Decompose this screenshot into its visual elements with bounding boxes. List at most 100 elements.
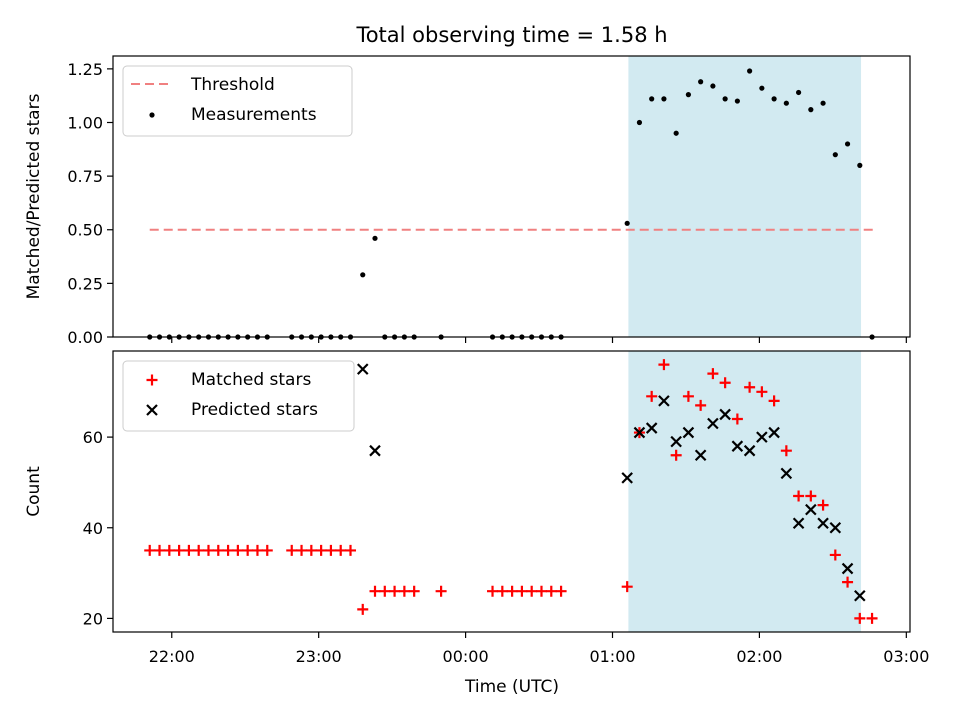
- data-point: [212, 544, 224, 556]
- series-predicted-stars: [356, 363, 866, 602]
- data-point: [144, 544, 156, 556]
- data-point: [756, 431, 768, 443]
- data-point: [744, 381, 756, 393]
- legend-label: Measurements: [191, 105, 317, 125]
- data-point: [369, 585, 381, 597]
- data-point: [731, 413, 743, 425]
- y-tick-label: 0.50: [67, 221, 103, 240]
- data-point: [372, 235, 378, 241]
- data-point: [633, 426, 646, 439]
- data-point: [817, 499, 829, 511]
- data-point: [645, 422, 658, 434]
- legend-marker: [149, 112, 155, 118]
- data-point: [805, 503, 817, 516]
- figure-title: Total observing time = 1.58 h: [355, 23, 667, 47]
- x-axis-label: Time (UTC): [464, 677, 559, 697]
- data-point: [783, 100, 789, 106]
- data-point: [535, 585, 547, 597]
- data-point: [719, 408, 731, 421]
- data-point: [242, 544, 254, 556]
- data-point: [555, 585, 567, 597]
- data-point: [793, 490, 805, 502]
- y-tick-label: 0.00: [67, 328, 103, 347]
- data-point: [636, 119, 643, 126]
- data-point: [756, 386, 768, 398]
- data-point: [682, 390, 694, 402]
- data-point: [707, 368, 719, 380]
- data-point: [734, 98, 740, 104]
- data-point: [202, 544, 214, 556]
- legend-marker: [146, 404, 158, 416]
- ratio-panel: 0.00 0.25 0.50 0.75 1.00 1.25 Matched/Predicte…: [24, 55, 911, 347]
- counts-panel: 20 40 60 22:00 23:00 00:00 01:00 02:00 03:00 Coun…: [24, 350, 929, 666]
- data-point: [719, 377, 731, 389]
- legend-label: Threshold: [190, 75, 275, 95]
- data-point: [193, 544, 205, 556]
- data-point: [379, 585, 391, 597]
- data-point: [670, 435, 682, 448]
- data-point: [360, 272, 366, 278]
- data-point: [682, 426, 695, 439]
- data-point: [768, 426, 780, 439]
- data-point: [817, 517, 829, 530]
- data-point: [357, 603, 369, 615]
- data-point: [232, 544, 244, 556]
- data-point: [506, 585, 518, 597]
- data-point: [841, 562, 854, 575]
- data-point: [173, 544, 185, 556]
- data-point: [829, 549, 841, 561]
- data-point: [487, 585, 499, 597]
- data-point: [820, 100, 826, 106]
- data-point: [658, 359, 670, 371]
- y-tick-label: 20: [83, 609, 103, 628]
- legend-label: Matched stars: [191, 370, 311, 390]
- y-tick-label: 40: [83, 519, 103, 538]
- legend-marker: [146, 374, 158, 386]
- data-point: [496, 585, 508, 597]
- data-point: [857, 162, 863, 168]
- y-tick-label: 0.75: [67, 167, 103, 186]
- data-point: [315, 544, 327, 556]
- data-point: [698, 79, 704, 85]
- data-point: [780, 445, 792, 457]
- data-point: [369, 444, 381, 457]
- data-point: [795, 89, 802, 96]
- data-point: [854, 589, 866, 602]
- data-point: [844, 141, 851, 147]
- data-point: [661, 96, 667, 102]
- series-matched-stars: [144, 359, 878, 624]
- data-point: [222, 544, 234, 556]
- data-point: [805, 490, 817, 502]
- data-point: [695, 399, 707, 411]
- data-point: [707, 417, 719, 430]
- x-tick-label: 01:00: [589, 647, 635, 666]
- y-axis-label: Matched/Predicted stars: [24, 93, 44, 299]
- data-point: [649, 96, 655, 102]
- data-point: [842, 576, 854, 588]
- y-tick-label: 60: [83, 428, 103, 447]
- data-point: [792, 517, 805, 530]
- data-point: [658, 395, 670, 407]
- legend: Matched stars Predicted stars: [122, 360, 355, 432]
- data-point: [731, 440, 744, 452]
- data-point: [296, 544, 308, 556]
- x-tick-label: 22:00: [149, 647, 195, 666]
- data-point: [866, 612, 878, 624]
- data-point: [261, 544, 273, 556]
- data-point: [183, 544, 195, 556]
- data-point: [768, 395, 780, 407]
- data-point: [398, 585, 410, 597]
- data-point: [624, 220, 630, 226]
- data-point: [621, 581, 633, 593]
- data-point: [710, 83, 716, 89]
- series-measurements: [147, 68, 875, 340]
- data-point: [646, 390, 658, 402]
- data-point: [526, 585, 538, 597]
- data-point: [163, 544, 175, 556]
- data-point: [621, 472, 633, 484]
- data-point: [759, 85, 765, 91]
- data-point: [516, 585, 528, 597]
- axes-frame: [112, 350, 911, 633]
- data-point: [747, 68, 753, 74]
